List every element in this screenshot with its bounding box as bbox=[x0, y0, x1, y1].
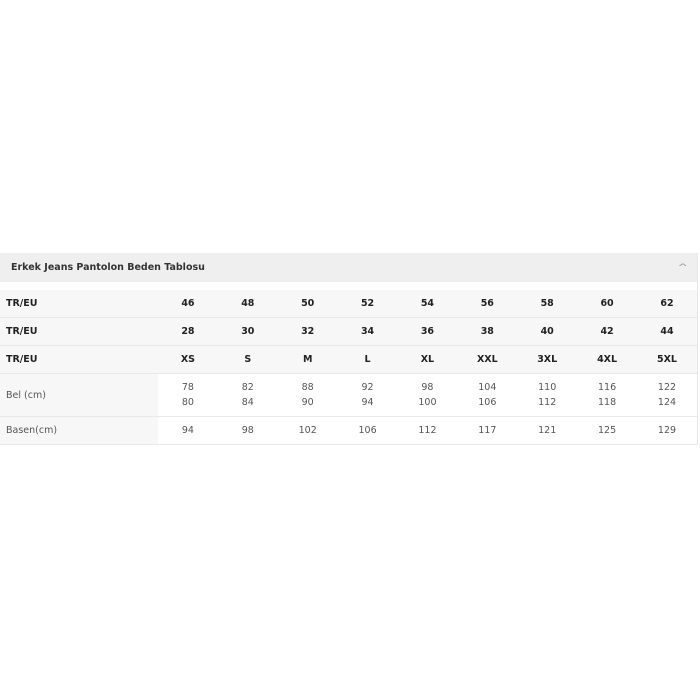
table-cell: 129 bbox=[637, 416, 697, 445]
cell-value: 80 bbox=[181, 397, 194, 408]
cell-value: 104 bbox=[478, 382, 497, 393]
table-cell: 50 bbox=[277, 290, 338, 318]
row-label: TR/EU bbox=[0, 290, 158, 318]
table-cell: 54 bbox=[397, 290, 458, 318]
table-cell: 46 bbox=[158, 290, 218, 318]
table-cell: 40 bbox=[517, 317, 578, 346]
table-cell: L bbox=[337, 345, 398, 374]
table-row: TR/EU 28 30 32 34 36 38 40 42 44 bbox=[0, 317, 697, 346]
table-cell: 38 bbox=[457, 317, 518, 346]
table-cell: 60 bbox=[577, 290, 637, 318]
cell-value: 98 bbox=[421, 382, 434, 393]
cell-value: 124 bbox=[657, 397, 677, 408]
table-cell: 88 90 bbox=[277, 373, 338, 417]
table-cell: XXL bbox=[457, 345, 518, 374]
table-cell: 52 bbox=[337, 290, 398, 318]
row-label: Basen(cm) bbox=[0, 416, 158, 445]
table-cell: 116 118 bbox=[577, 373, 637, 417]
cell-value: 100 bbox=[418, 397, 437, 408]
table-cell: 56 bbox=[457, 290, 518, 318]
table-cell: S bbox=[217, 345, 278, 374]
table-cell: 92 94 bbox=[337, 373, 398, 417]
table-cell: 42 bbox=[577, 317, 637, 346]
table-cell: 44 bbox=[637, 317, 697, 346]
accordion-header[interactable]: Erkek Jeans Pantolon Beden Tablosu ^ bbox=[0, 253, 697, 282]
table-cell: 106 bbox=[337, 416, 398, 445]
cell-value: 118 bbox=[597, 397, 617, 408]
table-cell: 98 100 bbox=[397, 373, 458, 417]
cell-value: 94 bbox=[361, 397, 374, 408]
table-cell: 30 bbox=[217, 317, 278, 346]
cell-value: 106 bbox=[478, 397, 497, 408]
table-cell: 117 bbox=[457, 416, 518, 445]
cell-value: 84 bbox=[241, 397, 254, 408]
table-cell: 122 124 bbox=[637, 373, 697, 417]
table-cell: 62 bbox=[637, 290, 697, 318]
cell-value: 116 bbox=[597, 382, 617, 393]
panel-title: Erkek Jeans Pantolon Beden Tablosu bbox=[11, 262, 205, 273]
table-cell: 98 bbox=[217, 416, 278, 445]
table-cell: 34 bbox=[337, 317, 398, 346]
table-cell: 58 bbox=[517, 290, 578, 318]
table-cell: 78 80 bbox=[158, 373, 218, 417]
cell-value: 90 bbox=[301, 397, 314, 408]
table-cell: 102 bbox=[277, 416, 338, 445]
row-label: Bel (cm) bbox=[0, 373, 158, 417]
table-cell: XS bbox=[158, 345, 218, 374]
size-chart-panel: Erkek Jeans Pantolon Beden Tablosu ^ TR/… bbox=[0, 253, 698, 445]
table-cell: 94 bbox=[158, 416, 218, 445]
cell-value: 88 bbox=[301, 382, 314, 393]
table-cell: 125 bbox=[577, 416, 637, 445]
table-cell: 36 bbox=[397, 317, 458, 346]
size-table: TR/EU 46 48 50 52 54 56 58 60 62 TR/EU 28 30 32 34 36 38… bbox=[0, 290, 697, 445]
table-row: TR/EU XS S M L XL XXL 3XL 4XL 5XL bbox=[0, 345, 697, 374]
cell-value: 92 bbox=[361, 382, 374, 393]
table-cell: 82 84 bbox=[217, 373, 278, 417]
chevron-up-icon[interactable]: ^ bbox=[677, 262, 689, 273]
table-cell: 5XL bbox=[637, 345, 697, 374]
table-cell: 4XL bbox=[577, 345, 637, 374]
table-cell: XL bbox=[397, 345, 458, 374]
cell-value: 82 bbox=[241, 382, 254, 393]
table-cell: 121 bbox=[517, 416, 578, 445]
table-cell: 112 bbox=[397, 416, 458, 445]
table-cell: M bbox=[277, 345, 338, 374]
cell-value: 78 bbox=[181, 382, 194, 393]
table-row: Bel (cm) 78 80 82 84 88 90 92 94 98 100 104 106 110 11… bbox=[0, 373, 697, 417]
row-label: TR/EU bbox=[0, 345, 158, 374]
cell-value: 110 bbox=[538, 382, 557, 393]
table-cell: 32 bbox=[277, 317, 338, 346]
table-cell: 28 bbox=[158, 317, 218, 346]
row-label: TR/EU bbox=[0, 317, 158, 346]
table-cell: 110 112 bbox=[517, 373, 578, 417]
cell-value: 112 bbox=[538, 397, 557, 408]
table-row: TR/EU 46 48 50 52 54 56 58 60 62 bbox=[0, 290, 697, 318]
table-cell: 104 106 bbox=[457, 373, 518, 417]
table-cell: 3XL bbox=[517, 345, 578, 374]
table-row: Basen(cm) 94 98 102 106 112 117 121 125 129 bbox=[0, 416, 697, 445]
table-cell: 48 bbox=[217, 290, 278, 318]
cell-value: 122 bbox=[657, 382, 677, 393]
